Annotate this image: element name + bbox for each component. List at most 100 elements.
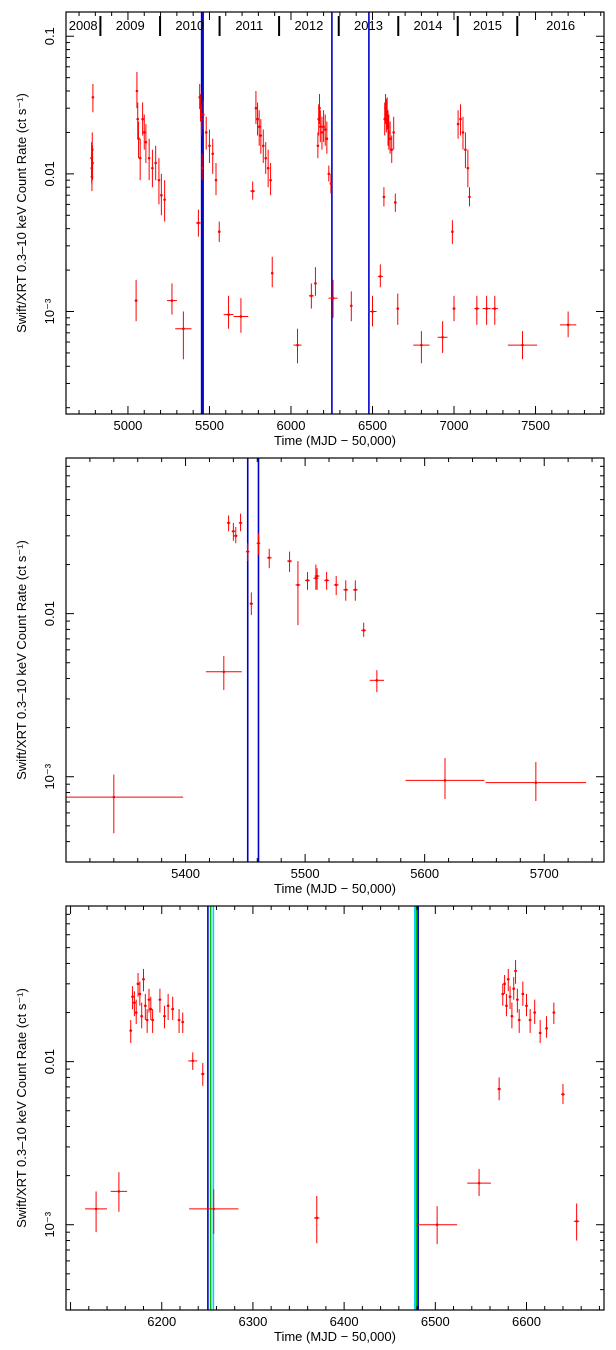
data-marker (456, 122, 460, 126)
data-marker (239, 315, 243, 318)
data-marker (314, 576, 318, 580)
data-marker (211, 152, 215, 156)
vlines (207, 906, 419, 1310)
data-point (503, 974, 506, 994)
data-marker (264, 156, 268, 160)
data-point (325, 121, 329, 154)
x-tick-label: 6200 (147, 1314, 176, 1329)
data-point (390, 135, 394, 163)
data-point (305, 571, 310, 590)
data-marker (200, 166, 204, 170)
data-marker (435, 1223, 439, 1227)
data-marker (441, 335, 444, 339)
data-marker (388, 137, 392, 141)
data-point (512, 977, 516, 1000)
data-point (142, 114, 146, 150)
data-point (361, 622, 367, 637)
data-marker (327, 172, 331, 176)
data-marker (475, 307, 479, 310)
data-marker (227, 521, 230, 525)
data-point (327, 165, 331, 182)
data-point (136, 102, 140, 139)
data-marker (510, 1014, 514, 1018)
data-marker (505, 1004, 508, 1008)
data-marker (251, 189, 254, 193)
data-point (166, 993, 170, 1020)
data-marker (316, 144, 320, 148)
data-marker (497, 1087, 501, 1091)
data-point (467, 1168, 491, 1197)
data-point (287, 551, 292, 572)
data-point (181, 1012, 185, 1033)
data-marker (266, 166, 270, 170)
year-label: 2014 (414, 18, 443, 33)
data-marker (521, 992, 525, 996)
data-marker (131, 995, 134, 999)
data-point (205, 655, 242, 691)
data-marker (452, 307, 456, 310)
data-point (405, 758, 485, 800)
data-point (154, 145, 157, 181)
data-marker (288, 559, 291, 563)
y-tick-label: 0.01 (42, 1049, 57, 1074)
data-point (392, 116, 395, 150)
data-point (85, 1191, 108, 1233)
panel-3: 6200 6300 6400 6500 6600 10⁻³ 0.01 Time (MJD − … (14, 905, 605, 1344)
x-tick-label: 5600 (410, 866, 439, 881)
data-marker (158, 998, 162, 1001)
data-point (314, 267, 317, 296)
data-point (516, 988, 519, 1013)
data-point (147, 138, 151, 181)
data-marker (334, 583, 338, 587)
data-marker (144, 140, 148, 144)
data-point (459, 104, 462, 136)
data-point (328, 279, 338, 318)
data-marker (315, 1216, 319, 1220)
data-marker (181, 1020, 185, 1024)
data-point (145, 1009, 149, 1033)
data-marker (254, 106, 258, 110)
data-marker (138, 156, 142, 160)
data-point (158, 988, 162, 1013)
y-axis-title: Swift/XRT 0.3–10 keV Count Rate (ct s⁻¹) (14, 988, 29, 1228)
data-marker (214, 178, 218, 182)
data-point (295, 561, 301, 626)
x-tick-label: 6600 (512, 1314, 541, 1329)
panel-2: 5400 5500 5600 5700 10⁻³ 0.01 Time (MJD − 50,0… (14, 457, 605, 896)
data-marker (485, 307, 488, 310)
data-marker (493, 307, 497, 310)
y-axis-title: Swift/XRT 0.3–10 keV Count Rate (ct s⁻¹) (14, 540, 29, 780)
x-axis-title: Time (MJD − 50,000) (274, 881, 396, 896)
data-point (245, 543, 250, 562)
data-marker (151, 166, 154, 170)
data-point (261, 129, 265, 163)
data-marker (320, 131, 324, 134)
data-marker (217, 230, 221, 234)
data-marker (112, 795, 116, 799)
data-point (308, 283, 314, 309)
data-point (561, 1083, 565, 1104)
data-point (256, 533, 261, 555)
data-point (250, 181, 256, 200)
data-marker (506, 977, 510, 981)
data-point (573, 1203, 580, 1241)
data-marker (149, 1007, 153, 1011)
data-point (368, 295, 377, 327)
data-marker (246, 550, 250, 553)
data-marker (344, 588, 348, 592)
data-marker (521, 343, 524, 347)
x-tick-label: 5700 (530, 866, 559, 881)
data-point (131, 986, 134, 1010)
data-point (382, 187, 386, 207)
y-axis: 10⁻³ 0.01 (42, 457, 604, 863)
data-marker (145, 1018, 149, 1022)
data-marker (197, 221, 200, 225)
data-point (517, 1009, 521, 1033)
data-marker (382, 195, 386, 199)
year-label: 2008 (69, 18, 98, 33)
data-marker (296, 343, 299, 347)
data-marker (566, 323, 570, 327)
data-point (157, 158, 161, 205)
data-point (147, 988, 151, 1013)
data-marker (420, 343, 423, 347)
